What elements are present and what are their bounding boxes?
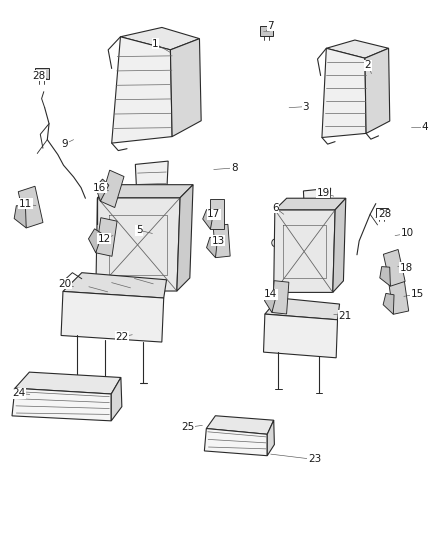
Text: 1: 1 bbox=[152, 39, 159, 49]
Text: 25: 25 bbox=[181, 423, 194, 432]
Text: 21: 21 bbox=[339, 311, 352, 320]
Polygon shape bbox=[35, 68, 49, 79]
Polygon shape bbox=[205, 429, 267, 456]
Text: 24: 24 bbox=[12, 389, 25, 398]
Text: 15: 15 bbox=[410, 289, 424, 299]
Text: 6: 6 bbox=[272, 203, 279, 213]
Polygon shape bbox=[14, 206, 26, 228]
Polygon shape bbox=[100, 170, 124, 207]
Text: 19: 19 bbox=[317, 188, 330, 198]
Polygon shape bbox=[376, 207, 388, 217]
Polygon shape bbox=[267, 420, 274, 456]
Polygon shape bbox=[111, 377, 122, 421]
Polygon shape bbox=[210, 199, 224, 229]
Text: 28: 28 bbox=[378, 209, 391, 219]
Text: 10: 10 bbox=[401, 229, 414, 238]
Text: 5: 5 bbox=[136, 225, 143, 235]
Text: 18: 18 bbox=[400, 263, 413, 272]
Polygon shape bbox=[304, 188, 331, 214]
Polygon shape bbox=[112, 37, 172, 143]
Text: 2: 2 bbox=[364, 60, 371, 70]
Text: 12: 12 bbox=[98, 234, 111, 244]
Text: 7: 7 bbox=[267, 21, 274, 30]
Polygon shape bbox=[203, 209, 213, 229]
Polygon shape bbox=[88, 229, 102, 253]
Text: 3: 3 bbox=[302, 102, 309, 111]
Polygon shape bbox=[260, 26, 272, 36]
Polygon shape bbox=[207, 237, 217, 257]
Polygon shape bbox=[383, 249, 405, 286]
Polygon shape bbox=[365, 49, 390, 133]
Polygon shape bbox=[265, 291, 276, 312]
Polygon shape bbox=[170, 39, 201, 136]
Polygon shape bbox=[15, 372, 121, 394]
Text: 20: 20 bbox=[58, 279, 71, 288]
Polygon shape bbox=[135, 161, 168, 192]
Polygon shape bbox=[177, 184, 193, 291]
Polygon shape bbox=[96, 198, 180, 291]
Polygon shape bbox=[389, 278, 409, 314]
Text: 17: 17 bbox=[207, 209, 220, 219]
Text: 11: 11 bbox=[19, 199, 32, 208]
Polygon shape bbox=[97, 184, 193, 198]
Polygon shape bbox=[63, 273, 166, 298]
Text: 28: 28 bbox=[32, 71, 45, 80]
Polygon shape bbox=[326, 40, 389, 58]
Text: 22: 22 bbox=[115, 332, 128, 342]
Text: 13: 13 bbox=[212, 236, 225, 246]
Polygon shape bbox=[61, 292, 164, 342]
Polygon shape bbox=[272, 281, 289, 314]
Text: 23: 23 bbox=[308, 455, 321, 464]
Polygon shape bbox=[383, 293, 394, 314]
Polygon shape bbox=[275, 198, 346, 210]
Text: 4: 4 bbox=[421, 122, 428, 132]
Polygon shape bbox=[213, 224, 230, 257]
Polygon shape bbox=[96, 217, 117, 256]
Text: 8: 8 bbox=[231, 163, 238, 173]
Polygon shape bbox=[322, 49, 366, 138]
Polygon shape bbox=[333, 198, 346, 293]
Polygon shape bbox=[264, 314, 338, 358]
Polygon shape bbox=[95, 179, 109, 201]
Polygon shape bbox=[18, 186, 43, 228]
Polygon shape bbox=[380, 266, 390, 286]
Text: 14: 14 bbox=[264, 289, 277, 299]
Polygon shape bbox=[12, 388, 111, 421]
Text: 16: 16 bbox=[93, 183, 106, 192]
Polygon shape bbox=[206, 416, 274, 434]
Text: 9: 9 bbox=[61, 139, 68, 149]
Polygon shape bbox=[274, 210, 335, 293]
Polygon shape bbox=[120, 27, 199, 50]
Polygon shape bbox=[265, 298, 339, 320]
